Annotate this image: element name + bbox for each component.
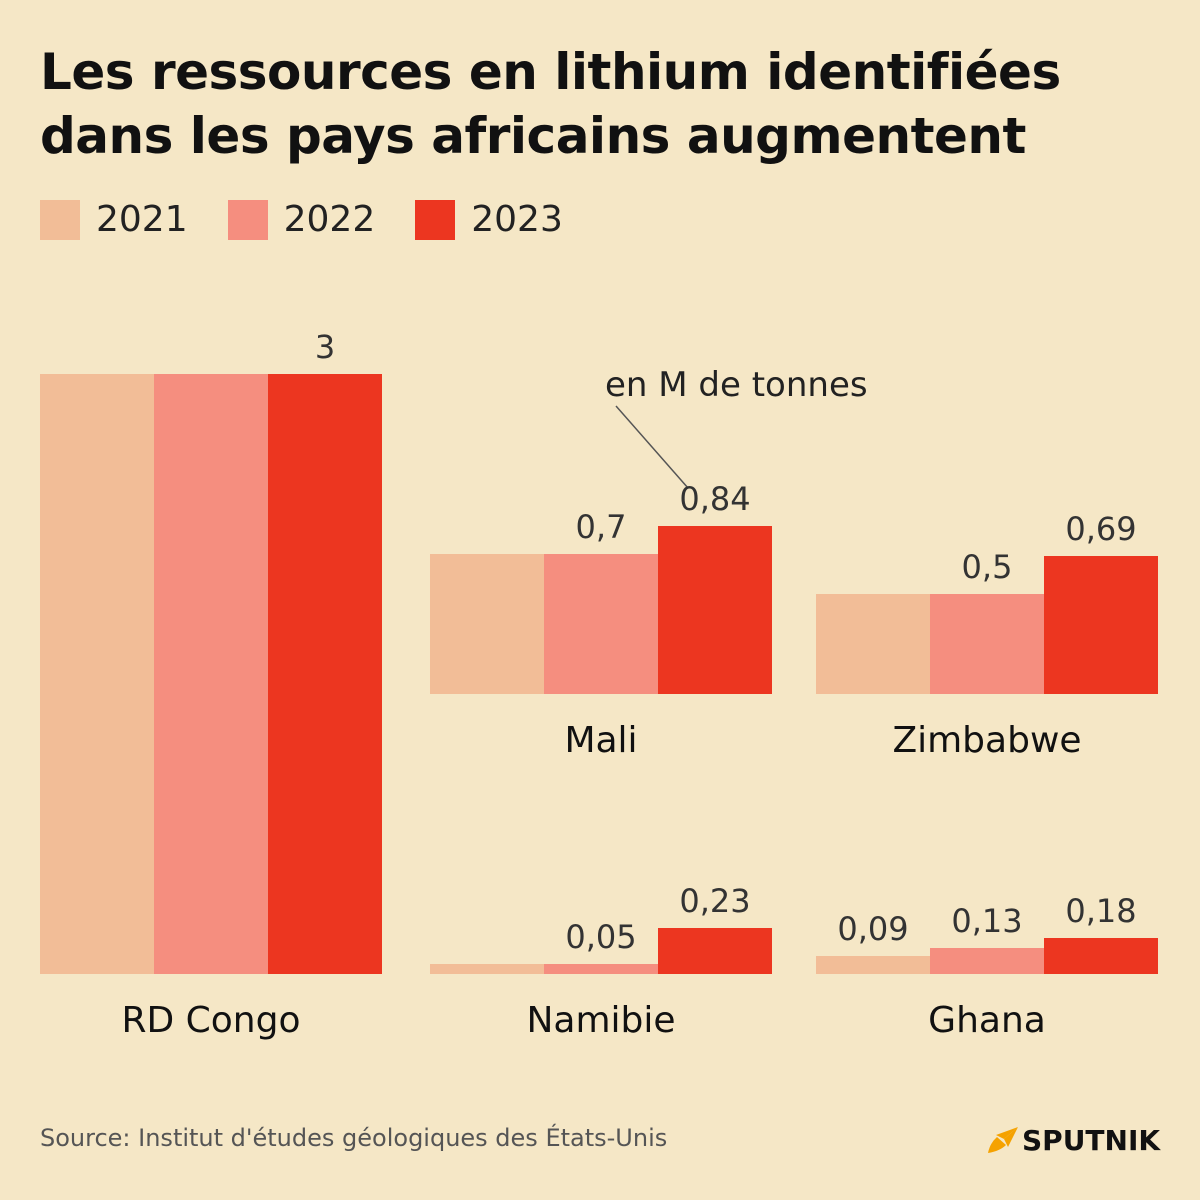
data-label-namibie-2023: 0,23 — [679, 882, 750, 920]
bar-namibie-2021 — [430, 964, 544, 974]
category-label-rd-congo: RD Congo — [121, 1000, 300, 1041]
bar-ghana-2023 — [1044, 938, 1158, 974]
legend-swatch-2022 — [227, 200, 268, 240]
legend-label-2022: 2022 — [283, 199, 376, 240]
bar-mali-2022 — [544, 554, 658, 694]
legend-swatch-2023 — [415, 200, 456, 240]
data-label-ghana-2023: 0,18 — [1065, 892, 1136, 930]
data-label-ghana-2022: 0,13 — [951, 902, 1022, 940]
legend-item-2021: 2021 — [40, 200, 188, 240]
data-label-ghana-2021: 0,09 — [837, 910, 908, 948]
legend-item-2022: 2022 — [227, 199, 376, 240]
legend: 2021 2022 2023 — [40, 200, 603, 240]
legend-item-2023: 2023 — [415, 200, 563, 240]
bar-zimbabwe-2021 — [816, 594, 930, 694]
brand-logo: SPUTNIK — [984, 1120, 1160, 1160]
legend-swatch-2021 — [40, 200, 80, 240]
annotation-leader-line — [615, 405, 689, 489]
bar-mali-2023 — [658, 526, 772, 694]
bar-rd-congo-2023 — [268, 374, 382, 974]
bar-namibie-2022 — [544, 964, 658, 974]
legend-label-2023: 2023 — [471, 199, 563, 240]
bar-rd-congo-2022 — [154, 374, 268, 974]
data-label-zimbabwe-2023: 0,69 — [1065, 510, 1136, 548]
unit-annotation: en M de tonnes — [605, 365, 868, 405]
bar-ghana-2021 — [816, 956, 930, 974]
category-label-mali: Mali — [564, 720, 637, 761]
data-label-namibie-2022: 0,05 — [565, 918, 636, 956]
legend-label-2021: 2021 — [96, 199, 188, 240]
source-note: Source: Institut d'études géologiques de… — [40, 1124, 668, 1152]
data-label-mali-2023: 0,84 — [679, 480, 750, 518]
chart-title-line-2: dans les pays africains augmentent — [40, 107, 1026, 165]
bar-ghana-2022 — [930, 948, 1044, 974]
bar-zimbabwe-2022 — [930, 594, 1044, 694]
bar-namibie-2023 — [658, 928, 772, 974]
data-label-mali-2022: 0,7 — [576, 508, 627, 546]
category-label-ghana: Ghana — [928, 1000, 1046, 1041]
bar-mali-2021 — [430, 554, 544, 694]
chart-title: Les ressources en lithium identifiées da… — [40, 40, 1170, 168]
category-label-zimbabwe: Zimbabwe — [892, 720, 1081, 761]
data-label-rd-congo-2023: 3 — [315, 328, 335, 366]
category-label-namibie: Namibie — [526, 1000, 675, 1041]
data-label-zimbabwe-2022: 0,5 — [962, 548, 1013, 586]
brand-name: SPUTNIK — [1022, 1123, 1161, 1157]
bar-zimbabwe-2023 — [1044, 556, 1158, 694]
sputnik-logo-icon — [988, 1127, 1018, 1153]
chart-title-line-1: Les ressources en lithium identifiées — [40, 43, 1061, 101]
bar-rd-congo-2021 — [40, 374, 154, 974]
